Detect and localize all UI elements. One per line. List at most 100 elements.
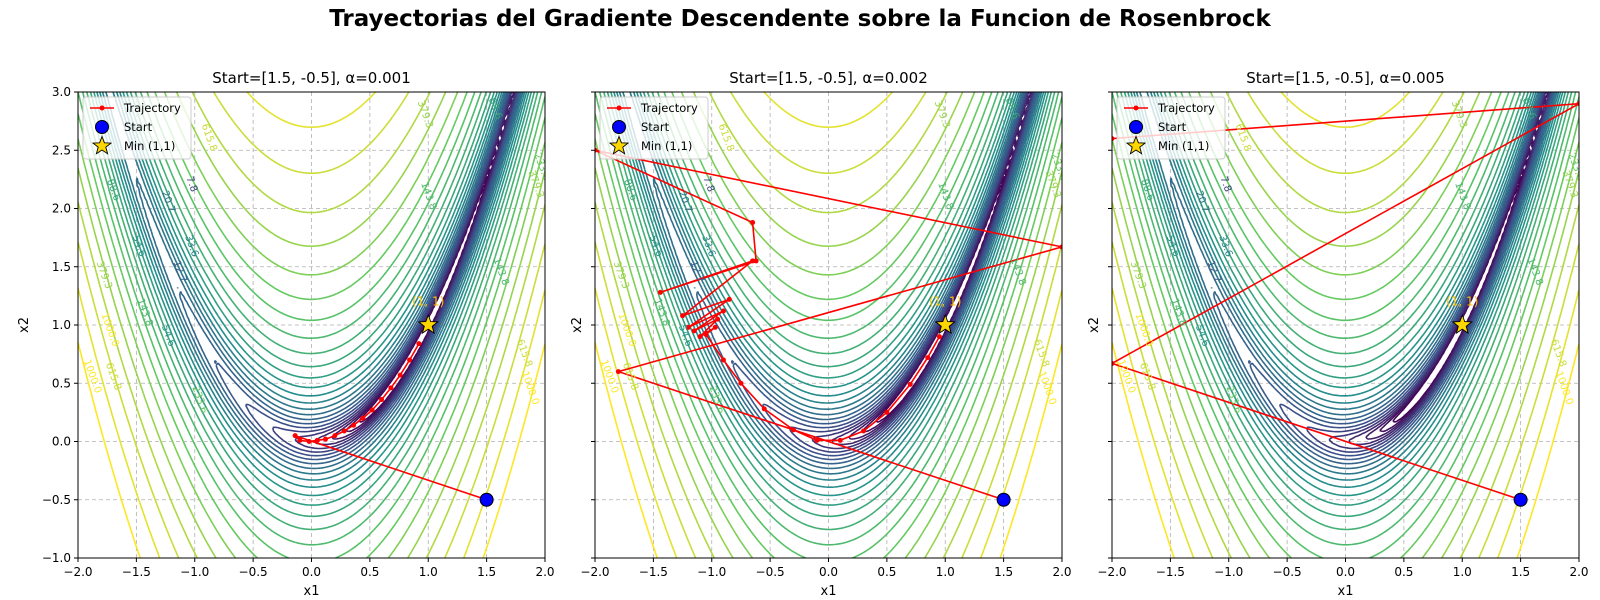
legend-label: Min (1,1) <box>1158 139 1209 153</box>
contour-level-label: 615.8 <box>1233 122 1253 153</box>
x-tick-label: −1.0 <box>180 565 209 579</box>
trajectory-point <box>720 357 726 363</box>
trajectory-point <box>720 308 726 314</box>
figure-title: Trayectorias del Gradiente Descendente s… <box>329 6 1271 32</box>
trajectory-point <box>306 439 312 444</box>
legend-label: Trajectory <box>1157 101 1215 115</box>
trajectory-point <box>861 428 867 434</box>
legend-trajectory-point <box>99 105 105 111</box>
trajectory-point <box>753 258 759 264</box>
min-star-marker <box>417 313 440 335</box>
x-tick-label: −0.5 <box>239 565 268 579</box>
contour-line <box>78 92 545 558</box>
legend-label: Trajectory <box>123 101 181 115</box>
trajectory-point <box>360 415 366 421</box>
trajectory-point <box>726 296 732 302</box>
contour-line <box>1112 92 1579 558</box>
trajectory-point <box>379 397 385 403</box>
contour-line <box>1247 92 1554 461</box>
legend-label: Min (1,1) <box>641 139 692 153</box>
trajectory-point <box>1112 360 1115 366</box>
contour-line <box>730 92 1037 461</box>
trajectory-point <box>837 437 843 443</box>
legend-start-marker <box>1129 120 1143 134</box>
contour-line <box>81 92 543 546</box>
x-tick-label: 0.5 <box>360 565 379 579</box>
contour-line <box>78 92 545 558</box>
x-tick-label: 1.0 <box>936 565 955 579</box>
trajectory-point <box>680 313 686 319</box>
trajectory-point <box>1112 136 1115 142</box>
x-tick-label: −1.5 <box>1156 565 1185 579</box>
contour-line <box>78 341 545 558</box>
trajectory-point <box>790 427 796 433</box>
y-axis-label: x2 <box>17 317 32 333</box>
x-tick-label: 0.0 <box>819 565 838 579</box>
legend-trajectory-point <box>616 105 622 111</box>
trajectory-point <box>697 334 703 340</box>
trajectory-point <box>703 331 709 337</box>
trajectory-line <box>1112 102 1579 501</box>
trajectory-point <box>388 385 394 391</box>
y-axis-label: x2 <box>570 317 585 333</box>
trajectory-point <box>1059 244 1062 250</box>
trajectory-point <box>750 258 756 264</box>
contour-level-label: 143.8 <box>491 256 511 287</box>
contour-level-label: 7.8 <box>1217 175 1233 194</box>
trajectory-point <box>416 341 422 347</box>
x-axis-label: x1 <box>304 584 320 599</box>
contour-level-label: 12.7 <box>688 259 706 284</box>
y-tick-label: 0.5 <box>52 376 71 390</box>
min-annotation: (1, 1) <box>412 295 444 309</box>
trajectory-line <box>595 149 1062 501</box>
legend: Trajectory Start Min (1,1) <box>1116 96 1226 160</box>
x-axis-label: x1 <box>821 584 837 599</box>
contour-line <box>595 341 1062 558</box>
panel-title: Start=[1.5, -0.5], α=0.002 <box>729 69 928 87</box>
x-tick-label: 1.0 <box>1453 565 1472 579</box>
trajectory-point <box>297 437 303 443</box>
x-tick-label: −1.0 <box>1214 565 1243 579</box>
contour-line <box>213 92 520 461</box>
contour-line <box>595 92 1062 558</box>
y-axis-label: x2 <box>1087 317 1102 333</box>
contour-line <box>93 92 533 506</box>
legend-min-star <box>91 135 113 155</box>
legend-label: Start <box>124 120 153 134</box>
contour-level-label: 54.6 <box>1164 234 1182 259</box>
contour-line <box>96 92 530 497</box>
start-marker <box>479 492 494 507</box>
contour-level-label: 143.8 <box>1008 256 1028 287</box>
contour-level-label: 54.6 <box>130 234 148 259</box>
x-tick-label: 0.5 <box>1394 565 1413 579</box>
trajectory-point <box>615 369 621 375</box>
contour-line <box>595 92 1062 558</box>
contour-line <box>1115 92 1577 546</box>
x-tick-label: −2.0 <box>580 565 609 579</box>
y-tick-label: 2.5 <box>52 143 71 157</box>
contour-level-label: 143.8 <box>1525 256 1545 287</box>
contour-line <box>78 92 545 558</box>
contour-line <box>1112 92 1579 558</box>
legend-label: Start <box>641 120 670 134</box>
x-tick-label: 1.0 <box>419 565 438 579</box>
legend-min-star <box>608 135 630 155</box>
x-tick-label: 2.0 <box>535 565 554 579</box>
trajectory-point <box>691 328 697 334</box>
trajectory-point <box>715 316 721 322</box>
contour-level-label: 7.8 <box>700 175 716 194</box>
contour-level-label: 7.8 <box>183 175 199 194</box>
contour-line <box>1210 92 1556 465</box>
x-tick-label: −1.0 <box>697 565 726 579</box>
legend-start-marker <box>95 120 109 134</box>
trajectory-point <box>814 437 820 443</box>
trajectory-point <box>369 407 375 413</box>
y-tick-label: 3.0 <box>52 85 71 99</box>
trajectory-point <box>314 437 320 443</box>
contour-level-label: 1000.0 <box>81 358 103 395</box>
contour-level-label: 54.6 <box>647 234 665 259</box>
trajectory-point <box>332 433 338 439</box>
